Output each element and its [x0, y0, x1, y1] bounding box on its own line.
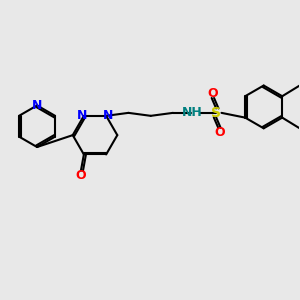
- Text: O: O: [208, 87, 218, 100]
- Text: O: O: [214, 126, 225, 139]
- Text: N: N: [77, 109, 88, 122]
- Text: N: N: [103, 109, 113, 122]
- Text: S: S: [211, 106, 221, 120]
- Text: O: O: [76, 169, 86, 182]
- Text: NH: NH: [182, 106, 203, 119]
- Text: N: N: [32, 99, 42, 112]
